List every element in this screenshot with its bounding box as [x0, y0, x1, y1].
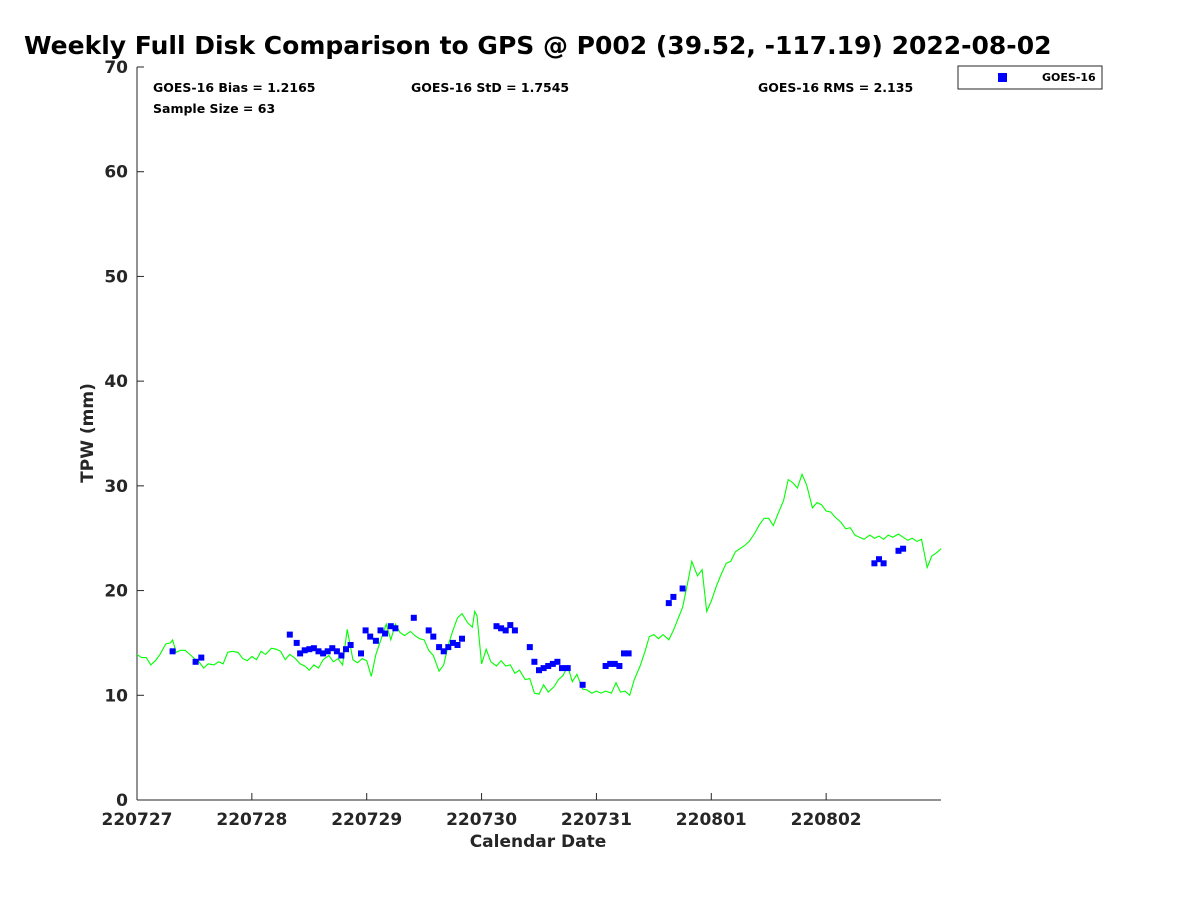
x-tick-label: 220801: [676, 810, 747, 830]
goes-16-point: [286, 631, 293, 638]
goes-16-point: [564, 665, 571, 672]
goes-16-point: [430, 633, 437, 640]
goes-16-point: [320, 650, 327, 657]
y-tick-label: 60: [104, 163, 128, 183]
goes-16-point: [876, 556, 882, 563]
goes-16-point: [454, 642, 461, 648]
goes-16-point: [343, 646, 349, 653]
goes-16-point: [382, 630, 389, 637]
gps-series: [136, 472, 942, 697]
x-tick-label: 220731: [561, 810, 632, 830]
goes-16-point: [526, 644, 533, 651]
goes-16-point: [338, 652, 345, 659]
goes-16-point: [498, 625, 505, 632]
legend: GOES-16: [957, 65, 1103, 90]
goes-16-point: [169, 648, 176, 655]
goes-16-point: [410, 614, 417, 621]
y-tick-label: 10: [104, 686, 128, 706]
goes-16-point: [459, 635, 465, 642]
goes-16-point: [293, 639, 300, 646]
goes-16-point: [377, 627, 384, 634]
goes-16-point: [449, 639, 456, 646]
gps-line: [136, 472, 942, 697]
y-tick-label: 50: [104, 267, 128, 287]
goes-16-point: [554, 658, 561, 665]
x-tick-label: 220728: [216, 810, 287, 830]
rms-stat: GOES-16 RMS = 2.135: [758, 80, 913, 95]
chart-title: Weekly Full Disk Comparison to GPS @ P00…: [24, 31, 1051, 60]
y-tick-label: 40: [104, 372, 128, 392]
goes-16-point: [362, 627, 369, 634]
x-axis-label: Calendar Date: [470, 832, 607, 852]
goes-16-point: [315, 648, 322, 655]
goes-16-point: [347, 642, 354, 648]
goes-16-point: [324, 648, 331, 655]
goes-16-point: [372, 637, 379, 644]
goes-16-point: [436, 644, 443, 651]
goes-16-point: [670, 593, 677, 600]
goes-16-point: [540, 665, 547, 672]
goes-16-point: [507, 622, 514, 629]
goes-16-point: [679, 585, 686, 592]
goes-16-point: [616, 663, 623, 669]
goes-16-point: [536, 667, 542, 674]
goes-16-point: [333, 648, 340, 655]
goes-16-point: [440, 648, 447, 655]
goes-16-point: [445, 644, 452, 651]
goes-16-point: [297, 650, 304, 657]
legend-label-goes-16: GOES-16: [1042, 71, 1096, 84]
goes-16-point: [880, 560, 887, 567]
x-tick-label: 220802: [791, 810, 862, 830]
goes-16-point: [900, 545, 907, 552]
goes-16-point: [665, 600, 672, 607]
goes-16-point: [602, 663, 609, 669]
goes-16-point: [502, 627, 509, 634]
goes-16-point: [306, 646, 313, 653]
goes-16-point: [895, 547, 902, 554]
goes-16-point: [387, 623, 394, 630]
y-tick-label: 70: [104, 58, 128, 78]
goes-16-point: [301, 647, 308, 654]
goes-16-point: [625, 650, 632, 657]
goes-16-point: [611, 660, 618, 667]
goes-16-series: [169, 545, 907, 688]
goes-16-point: [511, 627, 518, 634]
y-axis-label: TPW (mm): [78, 383, 98, 483]
goes-16-point: [358, 650, 364, 657]
x-tick-label: 220730: [446, 810, 517, 830]
y-tick-label: 0: [116, 791, 128, 811]
goes-16-point: [607, 660, 614, 667]
sample-size-stat: Sample Size = 63: [153, 101, 275, 116]
goes-16-point: [329, 645, 336, 652]
goes-16-point: [549, 660, 556, 667]
plot-area: 0 10 20 30 40 50 60 70 220727 220728 220729 220730…: [102, 58, 942, 830]
legend-marker-goes-16: [998, 73, 1007, 82]
x-tick-label: 220729: [331, 810, 402, 830]
goes-16-point: [531, 658, 538, 665]
y-tick-label: 20: [104, 582, 128, 602]
goes-16-point: [392, 625, 399, 632]
x-tick-label: 220727: [102, 810, 173, 830]
bias-stat: GOES-16 Bias = 1.2165: [153, 80, 315, 95]
goes-16-point: [545, 663, 552, 669]
goes-16-point: [310, 645, 317, 652]
y-tick-label: 30: [104, 477, 128, 497]
x-axis-ticks: 220727 220728 220729 220730 220731 220801 2208…: [102, 793, 862, 830]
goes-16-point: [493, 623, 500, 630]
goes-16-point: [559, 665, 565, 672]
goes-16-point: [425, 627, 432, 634]
y-axis-ticks: 0 10 20 30 40 50 60 70: [104, 58, 144, 811]
goes-16-point: [621, 650, 627, 657]
legend-box: [957, 65, 1103, 90]
goes-16-point: [192, 658, 199, 665]
std-stat: GOES-16 StD = 1.7545: [411, 80, 569, 95]
goes-16-point: [579, 681, 586, 688]
goes-16-point: [198, 654, 205, 661]
goes-16-point: [871, 560, 878, 567]
goes-16-point: [367, 633, 374, 640]
